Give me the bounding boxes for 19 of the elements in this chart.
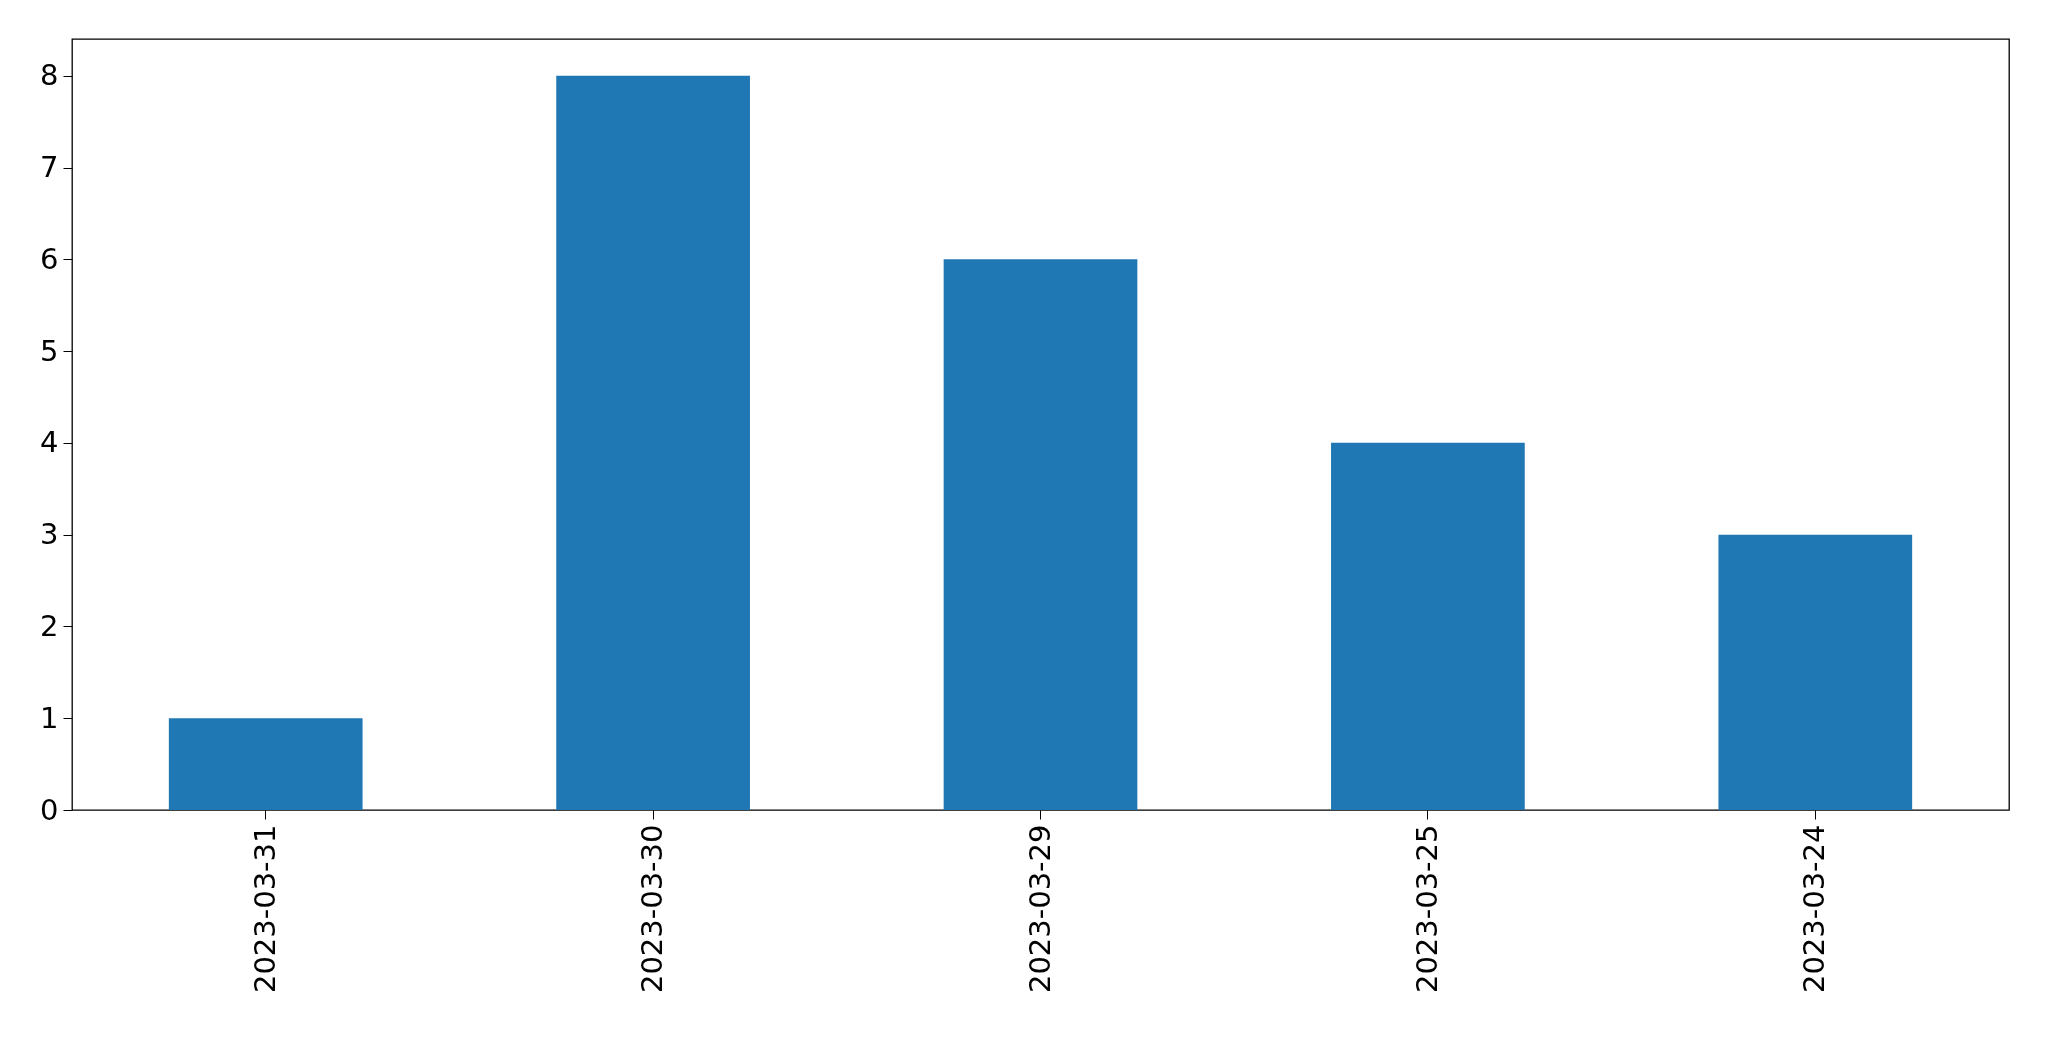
bar [1331, 442, 1525, 810]
x-tick-label: 2023-03-30 [635, 824, 670, 994]
y-tick-label: 1 [40, 700, 59, 735]
x-tick-label: 2023-03-25 [1409, 824, 1444, 994]
y-tick-label: 8 [40, 58, 59, 93]
y-tick-label: 4 [40, 425, 59, 460]
y-tick-label: 0 [40, 792, 59, 827]
y-tick-label: 5 [40, 333, 59, 368]
x-tick-label: 2023-03-29 [1022, 824, 1057, 994]
x-tick-label: 2023-03-24 [1797, 824, 1832, 994]
bar [1718, 534, 1913, 810]
x-tick-label: 2023-03-31 [247, 824, 282, 994]
bar [556, 75, 750, 810]
y-tick-label: 6 [40, 241, 59, 276]
y-tick-label: 3 [40, 517, 59, 552]
y-tick-label: 7 [40, 150, 59, 184]
bar [168, 718, 363, 810]
y-tick-label: 2 [40, 608, 59, 643]
bar [943, 259, 1138, 810]
